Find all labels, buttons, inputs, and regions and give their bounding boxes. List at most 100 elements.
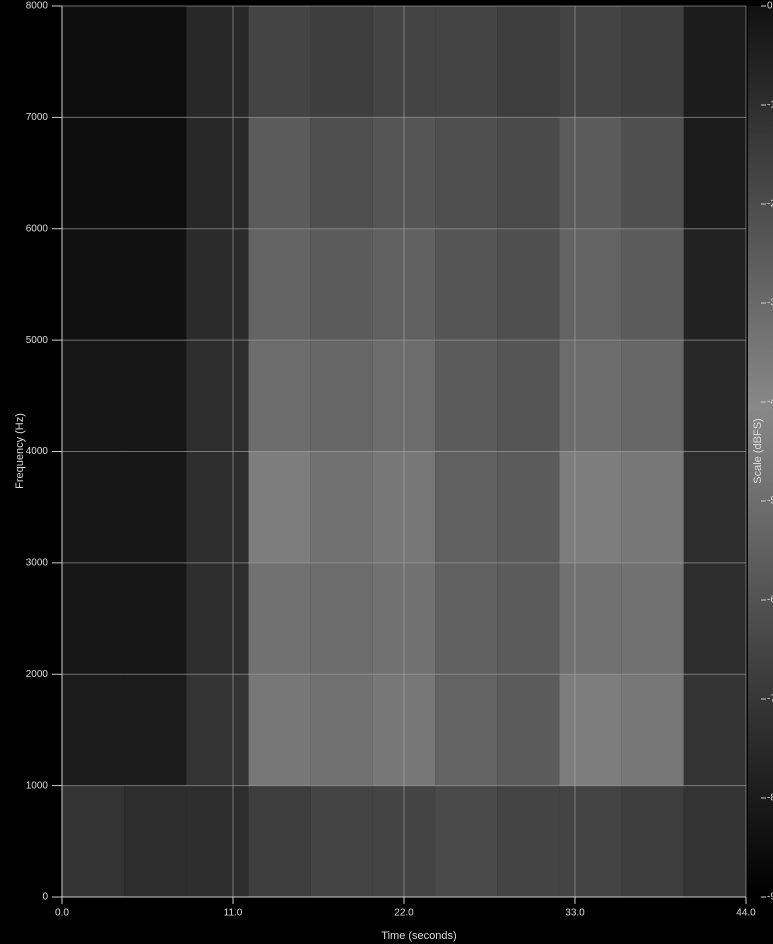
spectrogram-cell [559, 562, 622, 675]
spectrogram-cell [683, 451, 746, 563]
spectrogram-cell [310, 117, 373, 229]
spectrogram-cell [497, 340, 560, 452]
spectrogram-cell [62, 785, 125, 897]
colorbar-tick-label: -70 [767, 694, 773, 705]
spectrogram-cell [310, 562, 373, 675]
spectrogram-cell [497, 785, 560, 897]
spectrogram-cell [62, 674, 125, 786]
spectrogram-cell [124, 451, 187, 563]
y-tick-label: 7000 [26, 112, 49, 123]
y-tick-label: 5000 [26, 335, 49, 346]
spectrogram-cell [683, 674, 746, 786]
spectrogram-cell [124, 340, 187, 452]
spectrogram-cell [62, 228, 125, 341]
spectrogram-cell [559, 228, 622, 341]
spectrogram-cell [186, 785, 249, 897]
colorbar-tick-label: -90 [767, 892, 773, 903]
spectrogram-cell [683, 6, 746, 118]
spectrogram-cell [621, 117, 684, 229]
spectrogram-cell [497, 562, 560, 675]
y-tick-label: 1000 [26, 780, 49, 791]
spectrogram-cell [248, 451, 311, 563]
spectrogram-cell [559, 6, 622, 118]
spectrogram-cell [621, 562, 684, 675]
x-tick-label: 11.0 [224, 908, 243, 919]
spectrogram-cell [621, 228, 684, 341]
spectrogram-cell [124, 6, 187, 118]
spectrogram-cell [186, 228, 249, 341]
spectrogram-cell [186, 562, 249, 675]
spectrogram-cell [248, 6, 311, 118]
spectrogram-cell [497, 228, 560, 341]
colorbar-tick-label: -30 [767, 298, 773, 309]
spectrogram-cell [683, 117, 746, 229]
colorbar-tick-label: -20 [767, 199, 773, 210]
spectrogram-cell [621, 674, 684, 786]
spectrogram-cell [186, 451, 249, 563]
spectrogram-cell [310, 6, 373, 118]
spectrogram-cell [248, 228, 311, 341]
spectrogram-cell [435, 451, 498, 563]
y-tick-label: 6000 [26, 223, 49, 234]
spectrogram-cell [62, 451, 125, 563]
spectrogram-cell [683, 228, 746, 341]
spectrogram-cell [683, 785, 746, 897]
spectrogram-cell [248, 562, 311, 675]
spectrogram-cell [310, 674, 373, 786]
spectrogram-cell [683, 340, 746, 452]
spectrogram-cell [62, 117, 125, 229]
spectrogram-cell [310, 228, 373, 341]
spectrogram-cell [248, 674, 311, 786]
colorbar-tick-label: -50 [767, 496, 773, 507]
spectrogram-cell [248, 117, 311, 229]
colorbar-tick-label: -80 [767, 793, 773, 804]
colorbar [748, 6, 773, 897]
spectrogram-cell [435, 674, 498, 786]
spectrogram-cell [124, 562, 187, 675]
x-axis-label: Time (seconds) [381, 930, 456, 942]
colorbar-label: Scale (dBFS) [752, 418, 764, 483]
spectrogram-cell [497, 6, 560, 118]
colorbar-tick-label: -10 [767, 100, 773, 111]
spectrogram-cell [621, 340, 684, 452]
x-tick-label: 22.0 [394, 908, 414, 919]
spectrogram-cell [62, 562, 125, 675]
y-tick-label: 3000 [26, 558, 49, 569]
spectrogram-cell [124, 228, 187, 341]
spectrogram-cell [186, 674, 249, 786]
x-tick-label: 33.0 [565, 908, 585, 919]
spectrogram-cell [497, 451, 560, 563]
colorbar-tick-label: -60 [767, 595, 773, 606]
spectrogram-cell [621, 785, 684, 897]
colorbar-tick-label: -40 [767, 397, 773, 408]
y-tick-label: 0 [42, 892, 48, 903]
spectrogram-cell [559, 451, 622, 563]
spectrogram-cell [310, 785, 373, 897]
spectrogram-cell [435, 228, 498, 341]
spectrogram-cell [621, 6, 684, 118]
spectrogram-cell [683, 562, 746, 675]
spectrogram-cell [248, 785, 311, 897]
spectrogram-cell [124, 674, 187, 786]
spectrogram-cell [186, 117, 249, 229]
spectrogram-cell [559, 117, 622, 229]
y-tick-label: 4000 [26, 446, 49, 457]
spectrogram-cell [124, 785, 187, 897]
spectrogram-cell [310, 451, 373, 563]
spectrogram-cell [435, 785, 498, 897]
spectrogram-cell [497, 117, 560, 229]
spectrogram-cell [62, 340, 125, 452]
spectrogram-cell [186, 340, 249, 452]
colorbar-tick-label: 0 [767, 1, 773, 12]
y-axis-label: Frequency (Hz) [14, 413, 26, 489]
x-tick-label: 0.0 [55, 908, 69, 919]
spectrogram-cell [124, 117, 187, 229]
spectrogram-cell [497, 674, 560, 786]
spectrogram-cell [435, 340, 498, 452]
spectrogram-cell [62, 6, 125, 118]
spectrogram-cell [559, 340, 622, 452]
x-tick-label: 44.0 [736, 908, 756, 919]
spectrogram-cell [621, 451, 684, 563]
spectrogram-cell [248, 340, 311, 452]
